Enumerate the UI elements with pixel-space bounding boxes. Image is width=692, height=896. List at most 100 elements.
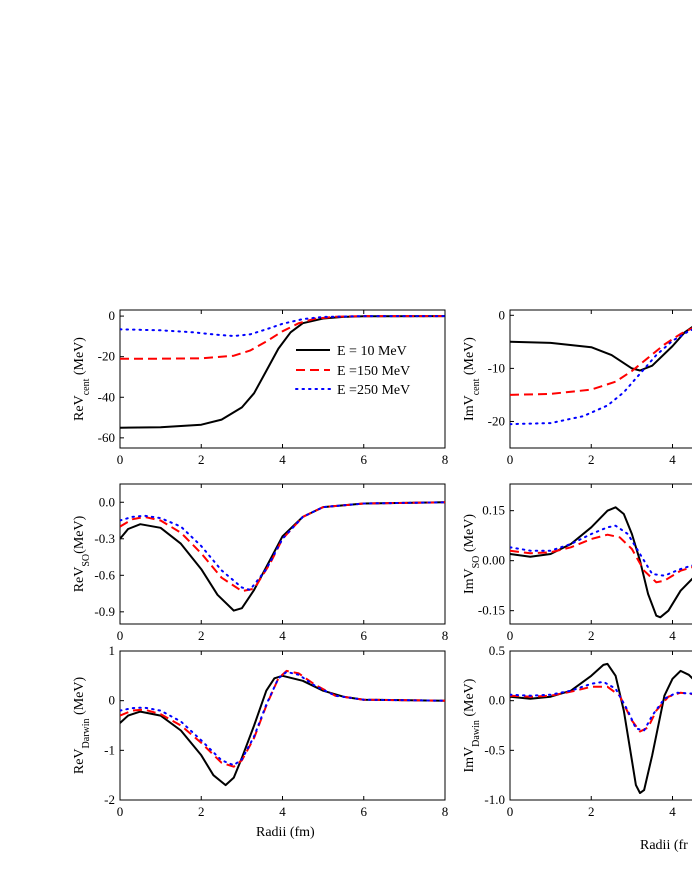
im-so-series-e250 <box>510 524 692 577</box>
im-cent-xtick-label: 0 <box>507 452 514 467</box>
im-darwin-ytick-label: 0.5 <box>489 643 505 658</box>
im-so-frame <box>509 483 692 625</box>
im-so-xtick-label: 4 <box>669 628 676 643</box>
im-cent-ytick-label: 0 <box>499 307 506 322</box>
im-cent-ytick-label: -20 <box>488 413 505 428</box>
re-darwin-xtick-label: 8 <box>442 804 449 819</box>
re-cent-ylabel: ReVcent (MeV) <box>72 337 92 421</box>
re-darwin-ytick-label: 1 <box>109 643 116 658</box>
re-cent-xtick-label: 2 <box>198 452 205 467</box>
re-so-ylabel: ReVSO(MeV) <box>72 515 92 592</box>
re-cent-ylabel-unit: (MeV) <box>72 337 87 379</box>
legend: E = 10 MeV E =150 MeV E =250 MeV <box>295 344 410 398</box>
im-so-ylabel-sub: SO <box>471 556 482 569</box>
im-cent-frame <box>509 309 692 449</box>
re-so-series-e10 <box>120 501 445 612</box>
re-darwin-series-e150 <box>120 669 445 768</box>
re-cent-ytick-label: -60 <box>98 430 115 445</box>
re-so-xtick-label: 6 <box>361 628 368 643</box>
im-cent-series-e10 <box>510 325 692 372</box>
im-so-ylabel-unit: (MeV) <box>462 514 477 556</box>
re-so-frame <box>119 483 446 625</box>
im-cent-ylabel-main: ImV <box>462 395 477 421</box>
im-darwin-ylabel-unit: (MeV) <box>462 678 477 720</box>
im-so-ytick-label: 0.15 <box>482 503 505 518</box>
re-darwin-xtick-label: 6 <box>361 804 368 819</box>
re-so-ytick-label: -0.3 <box>94 531 115 546</box>
re-darwin-ytick-label: 0 <box>109 693 116 708</box>
re-cent-xtick-label: 0 <box>117 452 124 467</box>
re-so-ytick-label: -0.6 <box>94 567 115 582</box>
re-so-xtick-label: 4 <box>279 628 286 643</box>
im-darwin-series-e250 <box>510 680 692 732</box>
im-darwin-series-e10 <box>510 662 692 794</box>
re-cent-series-e250 <box>120 315 445 337</box>
re-so-ylabel-unit: (MeV) <box>72 515 87 553</box>
re-darwin-xtick-label: 0 <box>117 804 124 819</box>
legend-label-10mev: E = 10 MeV <box>337 344 407 359</box>
im-so-ylabel: ImVSO (MeV) <box>462 514 482 594</box>
re-so-xtick-label: 0 <box>117 628 124 643</box>
im-so-ytick-label: 0.00 <box>482 553 505 568</box>
re-cent-xtick-label: 8 <box>442 452 449 467</box>
re-darwin-ylabel-main: ReV <box>72 748 87 774</box>
im-darwin-xtick-label: 2 <box>588 804 595 819</box>
im-darwin-ytick-label: -1.0 <box>484 792 505 807</box>
re-so-ylabel-main: ReV <box>72 567 87 593</box>
im-darwin-xtick-label: 4 <box>669 804 676 819</box>
re-so-ytick-label: -0.9 <box>94 604 115 619</box>
re-darwin-ylabel-unit: (MeV) <box>72 677 87 719</box>
im-darwin-ytick-label: 0.0 <box>489 693 505 708</box>
im-so-series-e150 <box>510 533 692 584</box>
re-darwin-ylabel-sub: Darwin <box>81 718 92 748</box>
im-cent-series-e150 <box>510 327 692 396</box>
im-cent-xtick-label: 2 <box>588 452 595 467</box>
re-cent-xtick-label: 4 <box>279 452 286 467</box>
re-darwin-xtick-label: 2 <box>198 804 205 819</box>
re-darwin-xtick-label: 4 <box>279 804 286 819</box>
re-cent-ylabel-main: ReV <box>72 395 87 421</box>
re-so-ytick-label: 0.0 <box>99 494 115 509</box>
im-darwin-ylabel-main: ImV <box>462 747 477 773</box>
re-cent-ytick-label: 0 <box>109 308 116 323</box>
im-cent-ytick-label: -10 <box>488 360 505 375</box>
re-cent-ytick-label: -20 <box>98 349 115 364</box>
im-darwin-frame <box>509 650 692 801</box>
re-cent-ytick-label: -40 <box>98 389 115 404</box>
legend-label-150mev: E =150 MeV <box>337 364 410 379</box>
im-darwin-ytick-label: -0.5 <box>484 742 505 757</box>
im-cent-ylabel: ImVcent (MeV) <box>462 337 482 421</box>
im-so-xtick-label: 2 <box>588 628 595 643</box>
im-darwin-panel: 0 2 4 0.5 0.0 -0.5 -1.0 ImVDawin (MeV) <box>462 643 692 819</box>
re-cent-panel: 0 2 4 6 8 0 -20 -40 -60 ReVcent (MeV) <box>72 308 448 467</box>
im-cent-ylabel-sub: cent <box>471 378 482 395</box>
im-cent-xtick-label: 4 <box>669 452 676 467</box>
re-so-series-e150 <box>120 501 445 593</box>
re-darwin-ylabel: ReVDarwin (MeV) <box>72 677 92 775</box>
re-cent-xtick-label: 6 <box>361 452 368 467</box>
im-darwin-xtick-label: 0 <box>507 804 514 819</box>
im-so-ylabel-main: ImV <box>462 568 477 594</box>
legend-label-250mev: E =250 MeV <box>337 383 410 398</box>
re-darwin-series-e10 <box>120 674 445 787</box>
im-so-series-e10 <box>510 506 692 619</box>
x-axis-label-left: Radii (fm) <box>256 825 315 840</box>
im-darwin-ylabel: ImVDawin (MeV) <box>462 678 482 772</box>
re-so-xtick-label: 2 <box>198 628 205 643</box>
re-so-series-e250 <box>120 501 445 591</box>
re-so-xtick-label: 8 <box>442 628 449 643</box>
re-darwin-ytick-label: -2 <box>104 792 115 807</box>
im-cent-series-e250 <box>510 328 692 426</box>
im-so-xtick-label: 0 <box>507 628 514 643</box>
x-axis-label-right: Radii (fr <box>640 838 688 853</box>
re-so-ylabel-sub: SO <box>81 554 92 567</box>
im-cent-panel: 0 2 4 0 -10 -20 ImVcent (MeV) <box>462 307 692 467</box>
im-darwin-ylabel-sub: Dawin <box>471 720 482 747</box>
re-darwin-ytick-label: -1 <box>104 742 115 757</box>
im-cent-ylabel-unit: (MeV) <box>462 337 477 379</box>
im-so-ytick-label: -0.15 <box>478 603 505 618</box>
